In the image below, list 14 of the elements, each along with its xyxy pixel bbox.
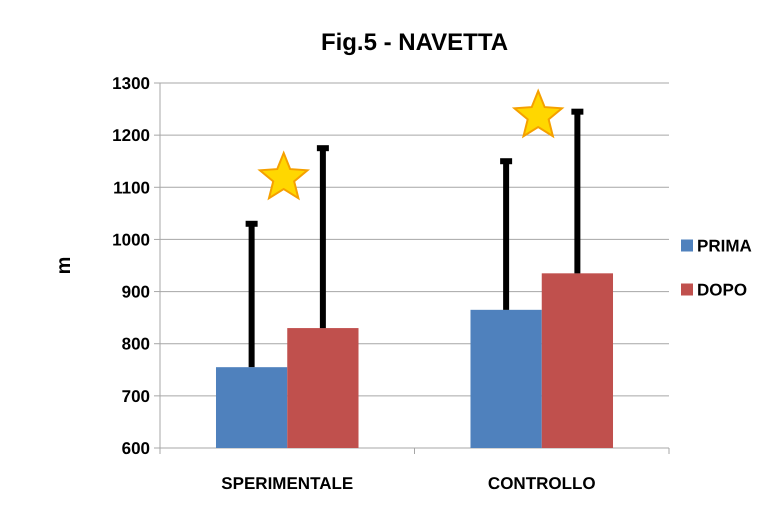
- y-tick-label: 1200: [112, 126, 150, 146]
- x-tick-label: SPERIMENTALE: [221, 474, 354, 493]
- y-tick-label: 1300: [112, 74, 150, 93]
- y-tick-label: 900: [122, 282, 150, 302]
- legend-label: DOPO: [697, 280, 748, 300]
- y-tick-label: 1100: [113, 178, 150, 198]
- y-tick-label: 800: [122, 334, 150, 354]
- x-tick-label: CONTROLLO: [488, 474, 596, 493]
- chart-title: Fig.5 - NAVETTA: [320, 29, 508, 56]
- y-axis-title: m: [53, 256, 75, 274]
- y-tick-label: 600: [122, 439, 150, 458]
- y-tick-label: 700: [122, 386, 150, 406]
- y-tick-label: 1000: [112, 230, 150, 250]
- legend-label: PRIMA: [697, 236, 752, 256]
